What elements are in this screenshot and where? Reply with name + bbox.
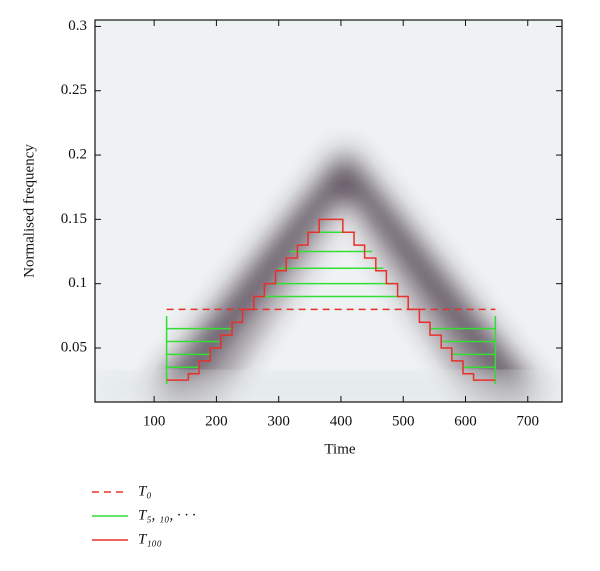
x-tick-label: 700 xyxy=(517,413,540,429)
x-tick-label: 400 xyxy=(330,413,353,429)
x-tick-label: 200 xyxy=(205,413,228,429)
x-tick-label: 100 xyxy=(143,413,166,429)
spectrogram xyxy=(95,20,562,402)
legend-label: T₁₀₀ xyxy=(138,531,162,547)
y-tick-label: 0.1 xyxy=(68,275,87,291)
y-tick-label: 0.15 xyxy=(61,211,87,227)
y-tick-label: 0.3 xyxy=(68,18,87,34)
y-tick-label: 0.05 xyxy=(61,339,87,355)
y-tick-label: 0.2 xyxy=(68,146,87,162)
x-tick-label: 300 xyxy=(267,413,290,429)
series-line xyxy=(165,231,497,384)
legend-label: T₅, ₁₀, · · · xyxy=(138,507,196,523)
plot-frame xyxy=(94,19,563,403)
x-tick-label: 500 xyxy=(392,413,415,429)
series-line xyxy=(166,218,496,381)
legend-label: T₀ xyxy=(138,483,152,499)
y-tick-label: 0.25 xyxy=(61,82,87,98)
y-axis-label: Normalised frequency xyxy=(21,144,37,278)
x-axis-label: Time xyxy=(324,441,355,457)
x-tick-label: 600 xyxy=(454,413,477,429)
